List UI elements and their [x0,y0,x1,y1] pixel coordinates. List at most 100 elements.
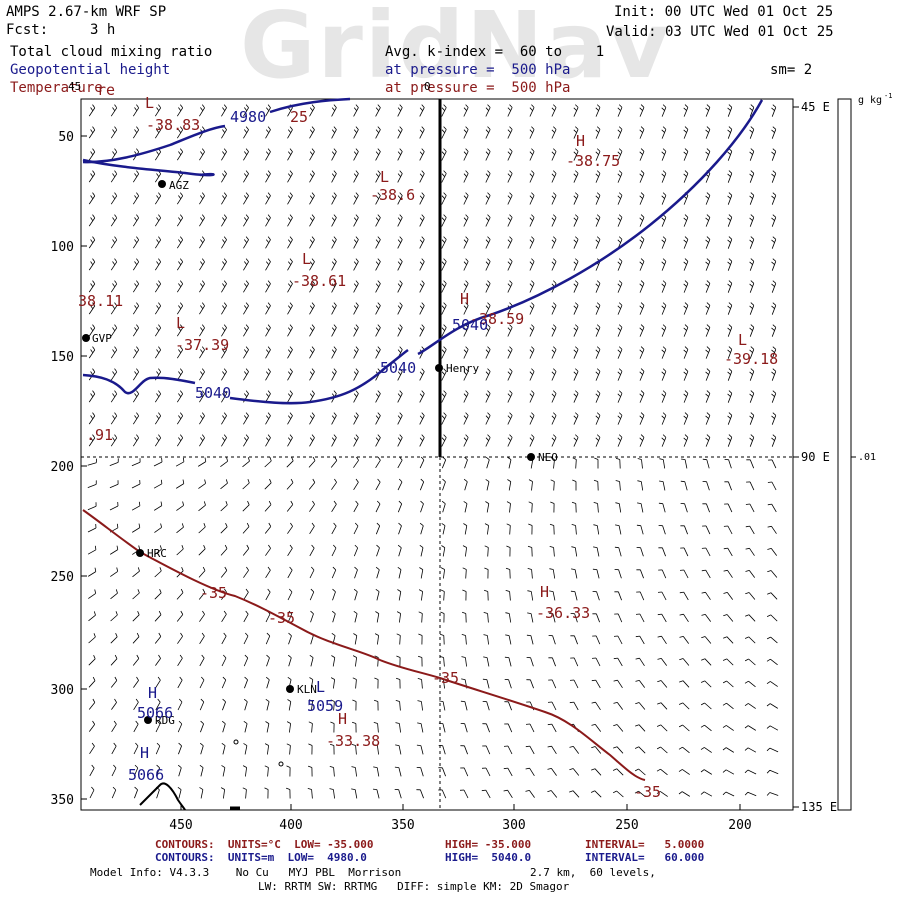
height-value: 5066 [137,704,173,722]
height-contour-5040-east [417,99,764,356]
x-tick-300: 300 [502,818,525,833]
temp-value: -38.6 [370,186,415,204]
wind-barb-field [87,104,779,799]
station-dot-henry [435,364,443,372]
station-label-rdg: RDG [155,714,175,727]
height-contour-4980-east [269,97,351,114]
temp-contour-label: 25 [290,108,308,126]
y-tick-150: 150 [51,350,74,365]
model-title: AMPS 2.67-km WRF SP [6,4,167,20]
model-info: Model Info: V4.3.3 No Cu MYJ PBL Morriso… [90,866,402,879]
colorbar-units-exponent: -1 [884,92,892,100]
high-marker: H [148,684,157,702]
lon-label-135e: 135 E [801,800,837,814]
x-tick-250: 250 [615,818,638,833]
temp-value: 38.11 [78,292,123,310]
high-marker: H [338,710,347,728]
height-contour-label: 5040 [195,384,231,402]
k-index-range: Avg. k-index = 60 to 1 [385,44,605,60]
model-resolution: 2.7 km, 60 levels, [530,866,656,879]
height-value: 5066 [128,766,164,784]
low-marker: L [302,250,311,268]
watermark: GridNav [240,0,672,99]
high-marker: H [140,744,149,762]
low-marker: L [738,331,747,349]
low-marker: L [145,94,154,112]
pressure-level-height: at pressure = 500 hPa [385,62,571,78]
height-contour-high: HIGH= 5040.0 [445,851,532,864]
height-contour-5040-sw [82,373,196,395]
temp-value: -38.59 [470,310,524,328]
temp-contour-info: CONTOURS: UNITS=°C LOW= -35.000 [155,838,374,851]
station-dot-rdg [144,716,152,724]
y-tick-200: 200 [51,460,74,475]
temp-value: .91 [86,426,113,444]
temp-contour-label: -35 [200,584,227,602]
colorbar [837,98,852,811]
colorbar-tick: .01 [858,452,876,463]
station-dot-kln [286,685,294,693]
field-cloud-mixing: Total cloud mixing ratio [10,44,213,60]
temp-value: -33.38 [326,732,380,750]
height-contour-label: 5040 [380,359,416,377]
station-label-agz: AGZ [169,179,189,192]
station-label-hrc: HRC [147,547,167,560]
model-physics: LW: RRTM SW: RRTMG DIFF: simple KM: 2D S… [258,880,570,893]
forecast-hours: 3 h [90,22,116,38]
height-contour-5040-west [82,158,215,177]
field-temperature: Temperature [10,80,103,96]
temp-contour-interval: INTERVAL= 5.0000 [585,838,705,851]
low-marker: L [380,168,389,186]
lon-label-45e: 45 E [801,100,830,114]
temp-value: -38.83 [146,116,200,134]
y-tick-50: 50 [58,130,74,145]
small-circle-2 [278,761,284,767]
init-time: Init: 00 UTC Wed 01 Oct 25 [614,4,834,20]
station-label-neo: NEO [538,451,558,464]
plot-frame [80,98,794,811]
station-dot-gvp [82,334,90,342]
high-marker: H [576,132,585,150]
x-tick-350: 350 [391,818,414,833]
y-tick-250: 250 [51,570,74,585]
temp-value: -36.33 [536,604,590,622]
temp-contour-high: HIGH= -35.000 [445,838,532,851]
station-markers [82,180,535,767]
station-label-henry: Henry [446,362,479,375]
temp-contour-label: -35 [634,783,661,801]
low-marker: L [176,314,185,332]
y-tick-100: 100 [51,240,74,255]
station-dot-hrc [136,549,144,557]
temp-contour-label: -35 [432,669,459,687]
small-circle-1 [233,739,239,745]
station-dot-agz [158,180,166,188]
field-geopotential: Geopotential height [10,62,171,78]
x-tick-200: 200 [728,818,751,833]
temp-value: -38.75 [566,152,620,170]
station-label-gvp: GVP [92,332,112,345]
height-contour-interval: INTERVAL= 60.000 [585,851,705,864]
height-contour-label: 4980 [230,108,266,126]
temp-value: -38.61 [292,272,346,290]
low-marker: L [316,678,325,696]
height-contour-label: 5040 [452,316,488,334]
station-label-kln: KLN [297,683,317,696]
colorbar-units: g kg [858,95,882,106]
pressure-level-temp: at pressure = 500 hPa [385,80,571,96]
top-lon-fragment: 0 [424,80,431,93]
wind-barbs [87,104,779,799]
temperature-label-fragment: re [97,81,115,99]
height-contour-info: CONTOURS: UNITS=m LOW= 4980.0 [155,851,367,864]
x-tick-450: 450 [169,818,192,833]
x-tick-400: 400 [279,818,302,833]
terrain-contour [139,782,186,811]
temp-value: -39.18 [724,350,778,368]
y-tick-350: 350 [51,793,74,808]
smoothing-value: sm= 2 [770,62,813,78]
valid-time: Valid: 03 UTC Wed 01 Oct 25 [606,24,834,40]
temp-contour-label: -35 [268,609,295,627]
high-marker: H [460,290,469,308]
forecast-label: Fcst: [6,22,49,38]
lon-label-90e: 90 E [801,450,830,464]
